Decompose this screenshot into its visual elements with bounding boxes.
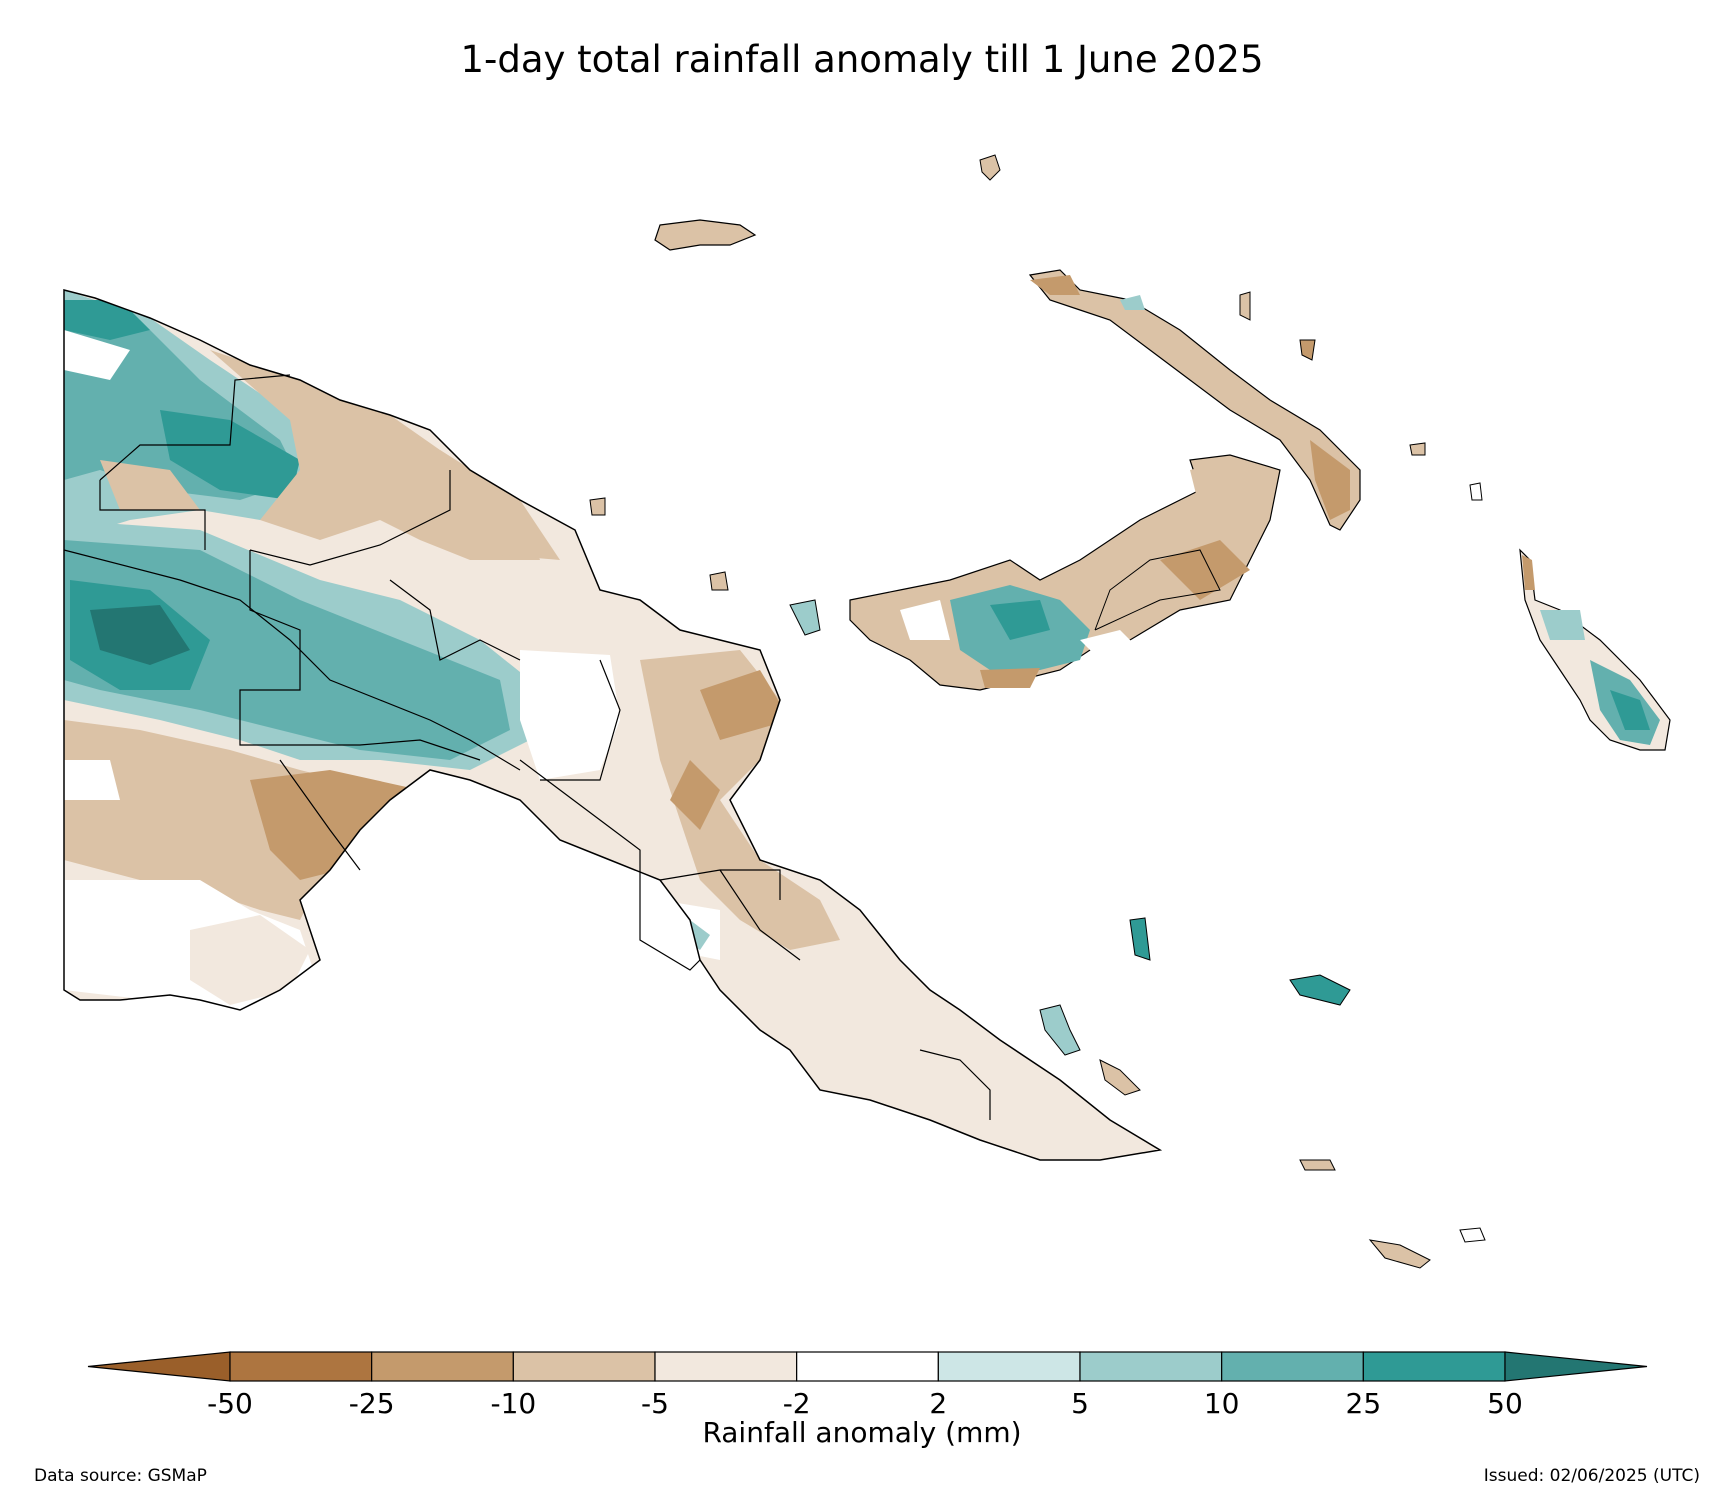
colorbar-segment xyxy=(1362,1351,1506,1382)
colorbar-tick-label: -25 xyxy=(348,1387,395,1420)
issued-date: Issued: 02/06/2025 (UTC) xyxy=(1483,1466,1700,1486)
colorbar-segment xyxy=(229,1351,373,1382)
colorbar-tick-label: 2 xyxy=(929,1387,948,1420)
small-islands xyxy=(589,154,1486,1269)
colorbar-segment xyxy=(937,1351,1081,1382)
colorbar-tick-label: -2 xyxy=(782,1387,811,1420)
colorbar-segment xyxy=(654,1351,798,1382)
map-title: 1-day total rainfall anomaly till 1 June… xyxy=(460,38,1264,81)
colorbar-tick-label: -5 xyxy=(641,1387,669,1420)
colorbar-segment xyxy=(512,1351,656,1382)
bougainville-island xyxy=(1519,548,1671,751)
colorbar-label: Rainfall anomaly (mm) xyxy=(702,1416,1022,1449)
colorbar-extend-low xyxy=(87,1351,231,1382)
colorbar-segment xyxy=(1221,1351,1364,1382)
colorbar-tick-label: -50 xyxy=(207,1387,253,1420)
colorbar xyxy=(87,1351,1648,1382)
colorbar-tick-label: -10 xyxy=(490,1387,537,1420)
colorbar-segment xyxy=(371,1351,514,1382)
colorbar-tick-label: 25 xyxy=(1345,1387,1382,1420)
colorbar-segment xyxy=(1079,1351,1223,1382)
colorbar-extend-high xyxy=(1504,1351,1648,1382)
colorbar-tick-label: 10 xyxy=(1203,1387,1240,1420)
data-source: Data source: GSMaP xyxy=(34,1466,207,1486)
colorbar-tick-label: 50 xyxy=(1487,1387,1523,1420)
manus-island xyxy=(654,219,757,251)
new-britain-island xyxy=(849,454,1281,691)
colorbar-tick-label: 5 xyxy=(1071,1387,1089,1420)
colorbar-segment xyxy=(796,1351,939,1382)
new-ireland-island xyxy=(1028,269,1361,531)
mainland-new-guinea xyxy=(63,289,1163,1161)
province-boundaries xyxy=(63,374,991,1120)
